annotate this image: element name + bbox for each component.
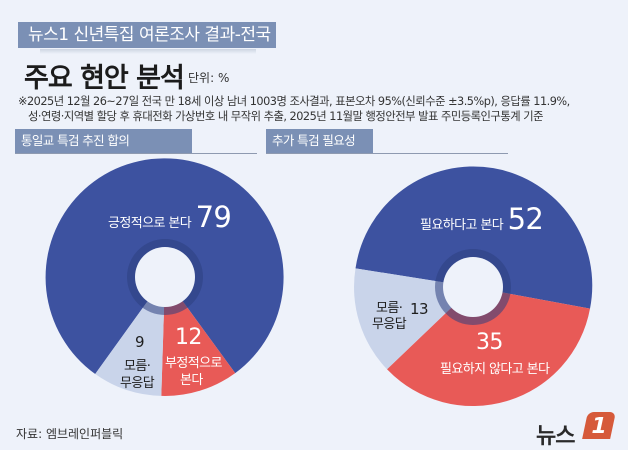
left-negative-label-2: 본다 xyxy=(180,373,203,388)
right-unknown-label-1: 모름· xyxy=(376,301,403,316)
source-credit: 자료: 엠브레인퍼블릭 xyxy=(16,427,124,441)
news1-logo-text: 뉴스 xyxy=(536,424,575,449)
right-section-header: 추가 특검 필요성 xyxy=(266,129,508,154)
survey-note-line1: ※2025년 12월 26~27일 전국 만 18세 이상 남녀 1003명 조… xyxy=(18,95,570,108)
left-positive-value: 79 xyxy=(195,200,232,234)
left-unknown-label-2: 무응답 xyxy=(120,376,155,391)
left-section-title: 통일교 특검 추진 합의 xyxy=(15,129,192,153)
right-slice-negative xyxy=(387,287,590,407)
left-section-header: 통일교 특검 추진 합의 xyxy=(15,129,257,154)
left-unknown-value: 9 xyxy=(135,333,145,351)
right-unknown-value: 13 xyxy=(410,300,428,318)
right-positive-value: 52 xyxy=(507,202,544,236)
right-negative-label: 필요하지 않다고 본다 xyxy=(440,362,550,377)
left-positive-label-group: 긍정적으로 본다 79 xyxy=(108,200,232,234)
right-section-title: 추가 특검 필요성 xyxy=(266,129,373,153)
right-negative-value: 35 xyxy=(476,330,503,355)
survey-note-line2: 성·연령·지역별 할당 후 휴대전화 가상번호 내 무작위 추출, 2025년 … xyxy=(28,110,544,123)
right-donut-chart xyxy=(354,166,593,407)
page-title: 주요 현안 분석 xyxy=(24,63,185,94)
right-slice-positive xyxy=(355,166,593,309)
header-banner: 뉴스1 신년특집 여론조사 결과-전국 xyxy=(18,22,276,48)
left-unknown-label-1: 모름· xyxy=(124,359,151,374)
banner-shadow xyxy=(40,49,256,54)
left-positive-label: 긍정적으로 본다 xyxy=(108,216,192,231)
right-unknown-label-2: 무응답 xyxy=(372,317,407,332)
left-negative-value: 12 xyxy=(175,325,202,350)
right-positive-label: 필요하다고 본다 xyxy=(420,218,504,233)
unit-label: 단위: % xyxy=(188,71,230,85)
right-positive-label-group: 필요하다고 본다 52 xyxy=(420,202,544,236)
left-donut-chart xyxy=(45,158,284,396)
left-negative-label-1: 부정적으로 xyxy=(165,356,222,371)
news1-logo-mark: 1 xyxy=(582,412,616,439)
